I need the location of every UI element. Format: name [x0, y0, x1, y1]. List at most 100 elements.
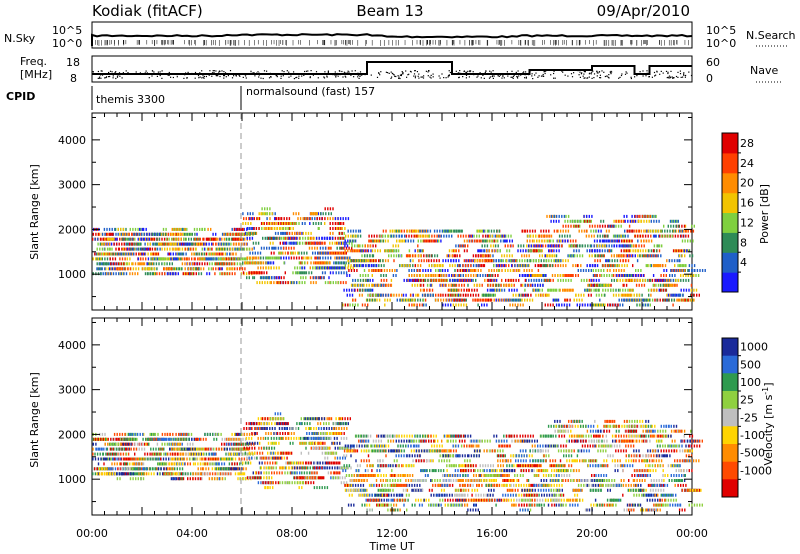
range-cell	[475, 264, 478, 268]
nave-dot	[625, 71, 627, 73]
range-cell	[256, 217, 258, 221]
range-cell	[181, 252, 183, 256]
nave-dot	[215, 70, 217, 72]
range-cell	[158, 237, 161, 241]
range-cell	[690, 229, 692, 233]
range-cell	[259, 281, 261, 285]
range-cell	[384, 303, 386, 307]
range-cell	[445, 259, 447, 263]
range-cell	[142, 267, 144, 271]
range-cell	[685, 229, 688, 233]
range-cell	[282, 231, 285, 235]
nave-dot	[581, 72, 583, 74]
range-cell	[386, 249, 388, 253]
range-cell	[536, 239, 538, 243]
freq-top-label: 18	[66, 56, 80, 69]
range-cell	[241, 227, 244, 231]
range-cell	[382, 259, 384, 263]
range-cell	[337, 251, 339, 255]
range-cell	[172, 272, 174, 276]
range-cell	[355, 283, 357, 287]
nave-dot	[636, 73, 638, 75]
range-cell	[675, 249, 677, 253]
range-cell	[387, 293, 390, 297]
range-cell	[398, 293, 400, 297]
nave-dot	[305, 70, 308, 72]
range-cell	[105, 262, 108, 266]
range-cell	[310, 261, 312, 265]
range-cell	[439, 264, 442, 268]
range-cell	[522, 303, 524, 307]
range-cell	[493, 229, 495, 233]
range-cell	[198, 262, 201, 266]
range-cell	[202, 237, 204, 241]
range-cell	[172, 242, 174, 246]
range-cell	[354, 239, 356, 243]
range-cell	[401, 234, 403, 238]
range-cell	[431, 254, 433, 258]
range-cell	[491, 249, 493, 253]
range-cell	[201, 262, 203, 266]
range-cell	[327, 207, 329, 211]
range-cell	[627, 234, 629, 238]
nave-dot	[668, 75, 671, 77]
range-cell	[458, 274, 461, 277]
range-cell	[486, 293, 489, 297]
range-cell	[187, 272, 190, 276]
nave-dot	[416, 71, 418, 73]
range-cell	[270, 236, 273, 240]
range-cell	[349, 256, 351, 260]
range-cell	[534, 249, 536, 253]
range-cell	[160, 257, 162, 261]
range-cell	[453, 288, 455, 292]
range-cell	[293, 222, 295, 225]
nave-dot	[592, 70, 594, 72]
range-cell	[679, 249, 681, 253]
range-cell	[673, 269, 676, 272]
range-cell	[448, 274, 450, 277]
range-cell	[273, 266, 275, 270]
range-cell	[417, 264, 419, 268]
range-cell	[134, 262, 137, 266]
range-cell	[411, 283, 413, 287]
range-cell	[410, 239, 412, 243]
range-cell	[248, 276, 250, 280]
range-cell	[176, 232, 179, 236]
range-cell	[208, 257, 210, 261]
range-cell	[256, 281, 258, 285]
range-cell	[538, 249, 540, 253]
range-cell	[368, 239, 370, 243]
range-cell	[325, 212, 327, 216]
range-cell	[547, 303, 549, 307]
nave-dot	[183, 77, 185, 79]
range-cell	[129, 257, 131, 261]
range-cell	[229, 257, 231, 261]
range-cell	[134, 227, 137, 231]
range-cell	[454, 288, 456, 292]
range-cell	[422, 249, 424, 253]
range-cell	[494, 274, 496, 277]
range-cell	[279, 241, 281, 245]
range-cell	[303, 251, 305, 255]
range-cell	[253, 271, 255, 275]
range-cell	[301, 256, 303, 260]
nave-dot	[682, 76, 684, 78]
range-cell	[355, 234, 357, 238]
range-cell	[588, 234, 590, 238]
range-cell	[630, 239, 632, 243]
nave-dot	[535, 72, 537, 74]
range-cell	[280, 222, 282, 225]
range-cell	[332, 231, 334, 235]
range-cell	[354, 278, 357, 282]
range-cell	[352, 229, 355, 233]
range-cell	[348, 288, 350, 292]
nave-dot	[578, 74, 580, 76]
range-cell	[392, 244, 394, 248]
range-cell	[607, 264, 609, 268]
range-cell	[468, 269, 470, 272]
range-cell	[151, 252, 153, 256]
range-cell	[210, 227, 212, 231]
range-cell	[622, 303, 624, 307]
range-cell	[269, 241, 272, 245]
range-cell	[374, 239, 376, 243]
